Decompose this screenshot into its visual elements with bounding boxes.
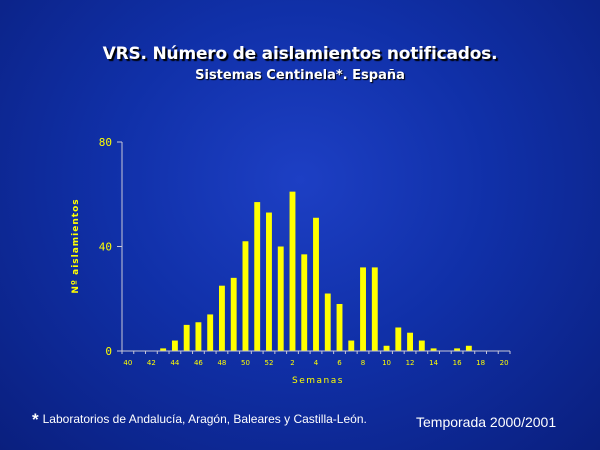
bar-week-47 [207,314,214,351]
x-tick-label: 44 [170,359,179,367]
x-tick-label: 50 [241,359,250,367]
x-tick-label: 2 [290,359,294,367]
bars-group [160,191,472,352]
x-tick-label: 14 [429,359,438,367]
bar-week-2 [289,191,296,351]
x-tick-label: 52 [265,359,274,367]
bar-week-11 [395,327,402,351]
bar-week-17 [465,345,472,351]
bar-week-14 [430,348,437,351]
x-ticks-group: 40 42 44 46 48 50 52 2 4 6 8 10 12 14 16 18 20 [121,351,511,367]
bar-week-52 [266,212,272,351]
bar-week-46 [195,322,202,351]
x-tick-label: 20 [500,359,509,367]
bar-week-8 [360,267,366,351]
bar-week-50 [242,241,249,351]
footnote: * Laboratorios de Andalucía, Aragón, Bale… [32,410,367,430]
bar-week-3 [301,254,308,351]
bar-week-9 [371,267,378,351]
x-tick-label: 10 [382,359,391,367]
bar-week-12 [407,332,413,351]
bar-week-6 [336,303,343,351]
footnote-text: Laboratorios de Andalucía, Aragón, Balea… [42,412,367,426]
x-tick-label: 42 [147,359,156,367]
x-tick-label: 8 [361,359,365,367]
bar-week-44 [171,340,178,351]
x-tick-label: 12 [406,359,415,367]
bar-week-43 [160,348,167,351]
y-tick-label: 40 [99,241,112,254]
x-tick-label: 48 [217,359,226,367]
bar-week-51 [254,202,261,351]
x-tick-label: 6 [337,359,342,367]
x-tick-label: 40 [123,359,132,367]
bar-week-13 [418,340,425,351]
x-tick-label: 46 [194,359,203,367]
y-tick-label: 0 [105,345,112,358]
bar-week-48 [219,285,225,351]
bar-week-7 [348,340,355,351]
y-ticks-group: 0 40 80 [99,136,122,358]
x-tick-label: 16 [453,359,462,367]
footnote-star: * [32,410,39,429]
x-axis-label: Semanas [292,376,344,386]
y-axis-label: Nº aislamientos [71,198,81,293]
x-tick-label: 18 [476,359,485,367]
chart-title: VRS. Número de aislamientos notificados. [102,44,498,64]
x-tick-label: 4 [314,359,319,367]
bar-week-4 [313,217,319,351]
season-label: Temporada 2000/2001 [416,414,557,430]
bar-week-5 [324,293,331,351]
bar-week-45 [183,324,190,352]
bar-week-10 [383,345,390,351]
bar-week-49 [230,277,237,351]
y-tick-label: 80 [99,136,112,149]
chart-subtitle: Sistemas Centinela*. España [195,68,405,83]
bar-week-1 [277,246,284,351]
bar-week-16 [454,348,461,351]
